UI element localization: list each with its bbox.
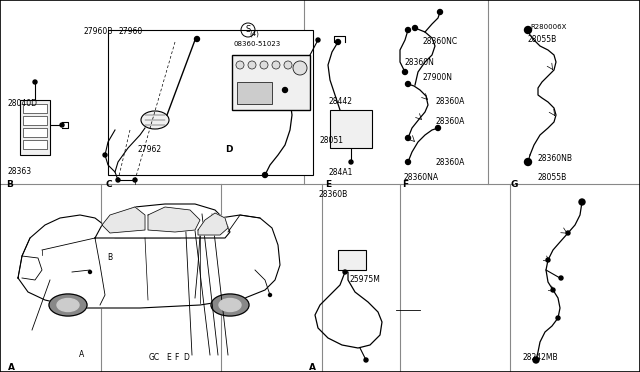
Text: 25975M: 25975M <box>349 275 380 284</box>
Text: A: A <box>79 350 84 359</box>
Circle shape <box>262 173 268 177</box>
Text: 28055B: 28055B <box>538 173 567 182</box>
Circle shape <box>413 26 417 31</box>
Text: E: E <box>325 180 332 189</box>
Bar <box>338 250 366 270</box>
Text: E: E <box>166 353 171 362</box>
Bar <box>330 110 372 148</box>
Circle shape <box>133 178 137 182</box>
Circle shape <box>269 294 271 296</box>
Circle shape <box>556 316 560 320</box>
Circle shape <box>364 358 368 362</box>
Text: A: A <box>8 363 15 372</box>
Circle shape <box>195 36 200 42</box>
Text: F: F <box>402 180 408 189</box>
Ellipse shape <box>211 294 249 316</box>
Bar <box>20 100 50 155</box>
Circle shape <box>435 125 440 131</box>
Bar <box>23 128 47 137</box>
Text: (4): (4) <box>250 31 259 37</box>
Text: 27962: 27962 <box>138 145 162 154</box>
Circle shape <box>406 28 410 32</box>
Text: 27900N: 27900N <box>422 73 452 81</box>
Circle shape <box>406 81 410 87</box>
Text: 28360NC: 28360NC <box>422 37 458 46</box>
Text: F: F <box>175 353 179 362</box>
Bar <box>23 140 47 149</box>
Polygon shape <box>102 207 145 233</box>
Polygon shape <box>148 207 200 232</box>
Text: D: D <box>225 145 233 154</box>
Circle shape <box>335 39 340 45</box>
Polygon shape <box>198 213 228 235</box>
Circle shape <box>316 38 320 42</box>
Circle shape <box>406 135 410 141</box>
Text: B: B <box>6 180 13 189</box>
Bar <box>23 104 47 113</box>
Circle shape <box>525 158 531 166</box>
Text: 08360-51023: 08360-51023 <box>234 41 281 47</box>
Text: 28360B: 28360B <box>319 190 348 199</box>
Circle shape <box>284 61 292 69</box>
Ellipse shape <box>49 294 87 316</box>
Text: GC: GC <box>148 353 159 362</box>
Text: G: G <box>510 180 518 189</box>
Circle shape <box>525 26 531 33</box>
Text: 28055B: 28055B <box>528 35 557 44</box>
Bar <box>23 116 47 125</box>
Text: 27960: 27960 <box>118 27 143 36</box>
Text: 28360NA: 28360NA <box>403 173 438 182</box>
Bar <box>108 30 313 175</box>
Circle shape <box>403 70 408 74</box>
Text: 28051: 28051 <box>320 136 344 145</box>
Text: D: D <box>184 353 189 362</box>
Circle shape <box>236 61 244 69</box>
Bar <box>232 55 310 110</box>
Circle shape <box>559 276 563 280</box>
Circle shape <box>248 61 256 69</box>
Text: 28360N: 28360N <box>404 58 435 67</box>
Circle shape <box>546 258 550 262</box>
Circle shape <box>260 61 268 69</box>
Circle shape <box>103 153 107 157</box>
Ellipse shape <box>141 111 169 129</box>
Circle shape <box>272 61 280 69</box>
Circle shape <box>33 80 37 84</box>
Circle shape <box>438 10 442 15</box>
Text: 27960B: 27960B <box>83 27 113 36</box>
Text: S: S <box>245 26 251 35</box>
Circle shape <box>282 87 287 93</box>
Text: 28363: 28363 <box>8 167 32 176</box>
Circle shape <box>293 61 307 75</box>
Circle shape <box>406 160 410 164</box>
Ellipse shape <box>57 298 79 311</box>
Text: 28442: 28442 <box>329 97 353 106</box>
Text: C: C <box>106 180 112 189</box>
Circle shape <box>349 160 353 164</box>
Bar <box>237 82 272 104</box>
Circle shape <box>116 178 120 182</box>
Circle shape <box>566 231 570 235</box>
Circle shape <box>533 357 539 363</box>
Text: 28360NB: 28360NB <box>538 154 573 163</box>
Text: A: A <box>309 363 316 372</box>
Circle shape <box>343 270 347 274</box>
Text: 284A1: 284A1 <box>329 168 353 177</box>
Circle shape <box>60 123 64 127</box>
Text: 28360A: 28360A <box>435 117 465 126</box>
Circle shape <box>579 199 585 205</box>
Text: R280006X: R280006X <box>530 24 566 30</box>
Polygon shape <box>95 204 230 238</box>
Circle shape <box>88 270 92 273</box>
Circle shape <box>551 288 555 292</box>
Text: B: B <box>108 253 113 262</box>
Polygon shape <box>18 215 280 308</box>
Text: 28360A: 28360A <box>435 97 465 106</box>
Text: 28040D: 28040D <box>8 99 38 108</box>
Text: 28242MB: 28242MB <box>523 353 559 362</box>
Text: 28360A: 28360A <box>435 158 465 167</box>
Ellipse shape <box>219 298 241 311</box>
